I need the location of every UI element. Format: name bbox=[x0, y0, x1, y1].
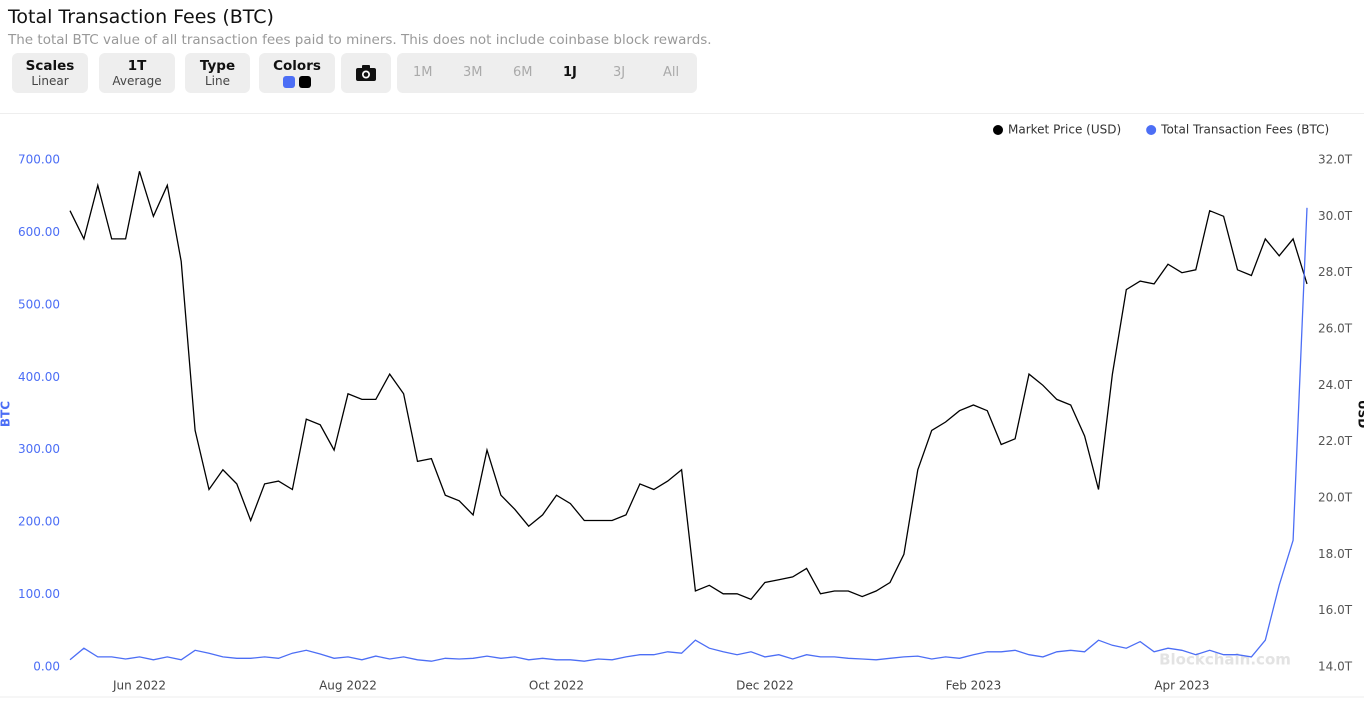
button-label: Scales bbox=[25, 58, 75, 74]
screenshot-button[interactable] bbox=[341, 53, 391, 93]
camera-icon bbox=[356, 65, 376, 81]
type-button[interactable]: Type Line bbox=[185, 53, 250, 93]
y2-axis-title: USD bbox=[1356, 400, 1364, 428]
y-tick-label: 200.00 bbox=[18, 515, 60, 529]
color-swatch bbox=[283, 76, 295, 88]
color-swatches bbox=[259, 74, 335, 93]
data-line bbox=[69, 171, 1308, 601]
button-value: Line bbox=[204, 74, 230, 88]
data-line bbox=[69, 207, 1308, 662]
colors-button[interactable]: Colors bbox=[259, 53, 335, 93]
y-tick-label: 600.00 bbox=[18, 225, 60, 239]
legend-label: Total Transaction Fees (BTC) bbox=[1160, 123, 1329, 137]
x-tick-label: Jun 2022 bbox=[112, 679, 166, 693]
watermark: Blockchain.com bbox=[1159, 651, 1291, 669]
legend-label: Market Price (USD) bbox=[1008, 123, 1121, 137]
y2-tick-label: 14.0T bbox=[1318, 660, 1353, 674]
y2-tick-label: 18.0T bbox=[1318, 547, 1353, 561]
chart-title: Total Transaction Fees (BTC) bbox=[8, 6, 274, 28]
y2-tick-label: 30.0T bbox=[1318, 209, 1353, 223]
range-option[interactable]: 6M bbox=[513, 65, 533, 80]
y2-tick-label: 22.0T bbox=[1318, 434, 1353, 448]
y2-tick-label: 24.0T bbox=[1318, 378, 1353, 392]
y-tick-label: 400.00 bbox=[18, 370, 60, 384]
y-tick-label: 0.00 bbox=[33, 660, 60, 674]
x-tick-label: Oct 2022 bbox=[529, 679, 584, 693]
button-label: 1T bbox=[127, 58, 147, 74]
average-button[interactable]: 1T Average bbox=[99, 53, 175, 93]
color-swatch bbox=[299, 76, 311, 88]
y-tick-label: 300.00 bbox=[18, 442, 60, 456]
range-option[interactable]: 1J bbox=[563, 65, 577, 80]
y-tick-label: 100.00 bbox=[18, 587, 60, 601]
legend-marker bbox=[993, 125, 1003, 135]
y2-tick-label: 16.0T bbox=[1318, 603, 1353, 617]
button-value: Average bbox=[112, 74, 162, 88]
y-tick-label: 500.00 bbox=[18, 297, 60, 311]
range-selector: 1M 3M 6M 1J 3J All bbox=[397, 53, 697, 93]
button-label: Colors bbox=[273, 58, 321, 74]
x-tick-label: Apr 2023 bbox=[1154, 679, 1209, 693]
button-label: Type bbox=[199, 58, 236, 74]
chart-subtitle: The total BTC value of all transaction f… bbox=[8, 32, 712, 48]
x-tick-label: Aug 2022 bbox=[319, 679, 377, 693]
legend-marker bbox=[1146, 125, 1157, 135]
x-tick-label: Dec 2022 bbox=[736, 679, 794, 693]
y2-tick-label: 28.0T bbox=[1318, 265, 1353, 279]
y2-tick-label: 20.0T bbox=[1318, 491, 1353, 505]
x-tick-label: Feb 2023 bbox=[946, 679, 1002, 693]
y-axis-title: BTC bbox=[0, 401, 13, 427]
y2-tick-label: 32.0T bbox=[1318, 153, 1353, 167]
separator bbox=[0, 113, 1364, 114]
range-option[interactable]: 1M bbox=[413, 65, 433, 80]
y2-tick-label: 26.0T bbox=[1318, 322, 1353, 336]
button-value: Linear bbox=[31, 74, 69, 88]
scales-button[interactable]: Scales Linear bbox=[12, 53, 88, 93]
range-option[interactable]: 3M bbox=[463, 65, 483, 80]
range-option[interactable]: 3J bbox=[613, 65, 626, 80]
y-tick-label: 700.00 bbox=[18, 153, 60, 167]
range-option[interactable]: All bbox=[663, 65, 680, 80]
